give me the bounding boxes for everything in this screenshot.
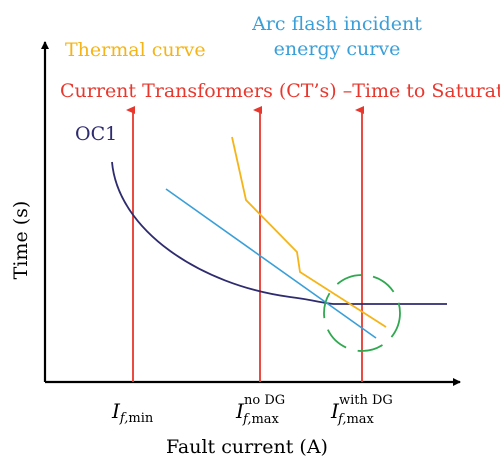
thermal-curve [231, 136, 387, 328]
ct-saturation-label: Current Transformers (CT’s) –Time to Sat… [60, 80, 500, 102]
arc-flash-curve [165, 188, 377, 339]
oc1-label: OC1 [75, 123, 117, 145]
oc1-curve [111, 161, 447, 305]
tick-label-if-max-nodg: I no DG f,max [235, 393, 285, 427]
intersection-circle [323, 274, 401, 352]
y-axis-label: Time (s) [10, 201, 32, 280]
tick-label-if-max-withdg: I with DG f,max [330, 393, 393, 427]
svg-text:I: I [330, 399, 340, 423]
tick-label-if-min: If,min [111, 399, 154, 426]
svg-text:I: I [235, 399, 245, 423]
svg-text:with DG: with DG [339, 393, 393, 408]
svg-text:f,max: f,max [242, 412, 280, 427]
x-axis-label: Fault current (A) [166, 436, 328, 458]
thermal-curve-label: Thermal curve [65, 39, 206, 61]
svg-text:no DG: no DG [244, 393, 285, 408]
arc-flash-label-line2: energy curve [274, 38, 401, 60]
arc-flash-label-line1: Arc flash incident [251, 13, 422, 35]
svg-text:f,max: f,max [337, 412, 375, 427]
